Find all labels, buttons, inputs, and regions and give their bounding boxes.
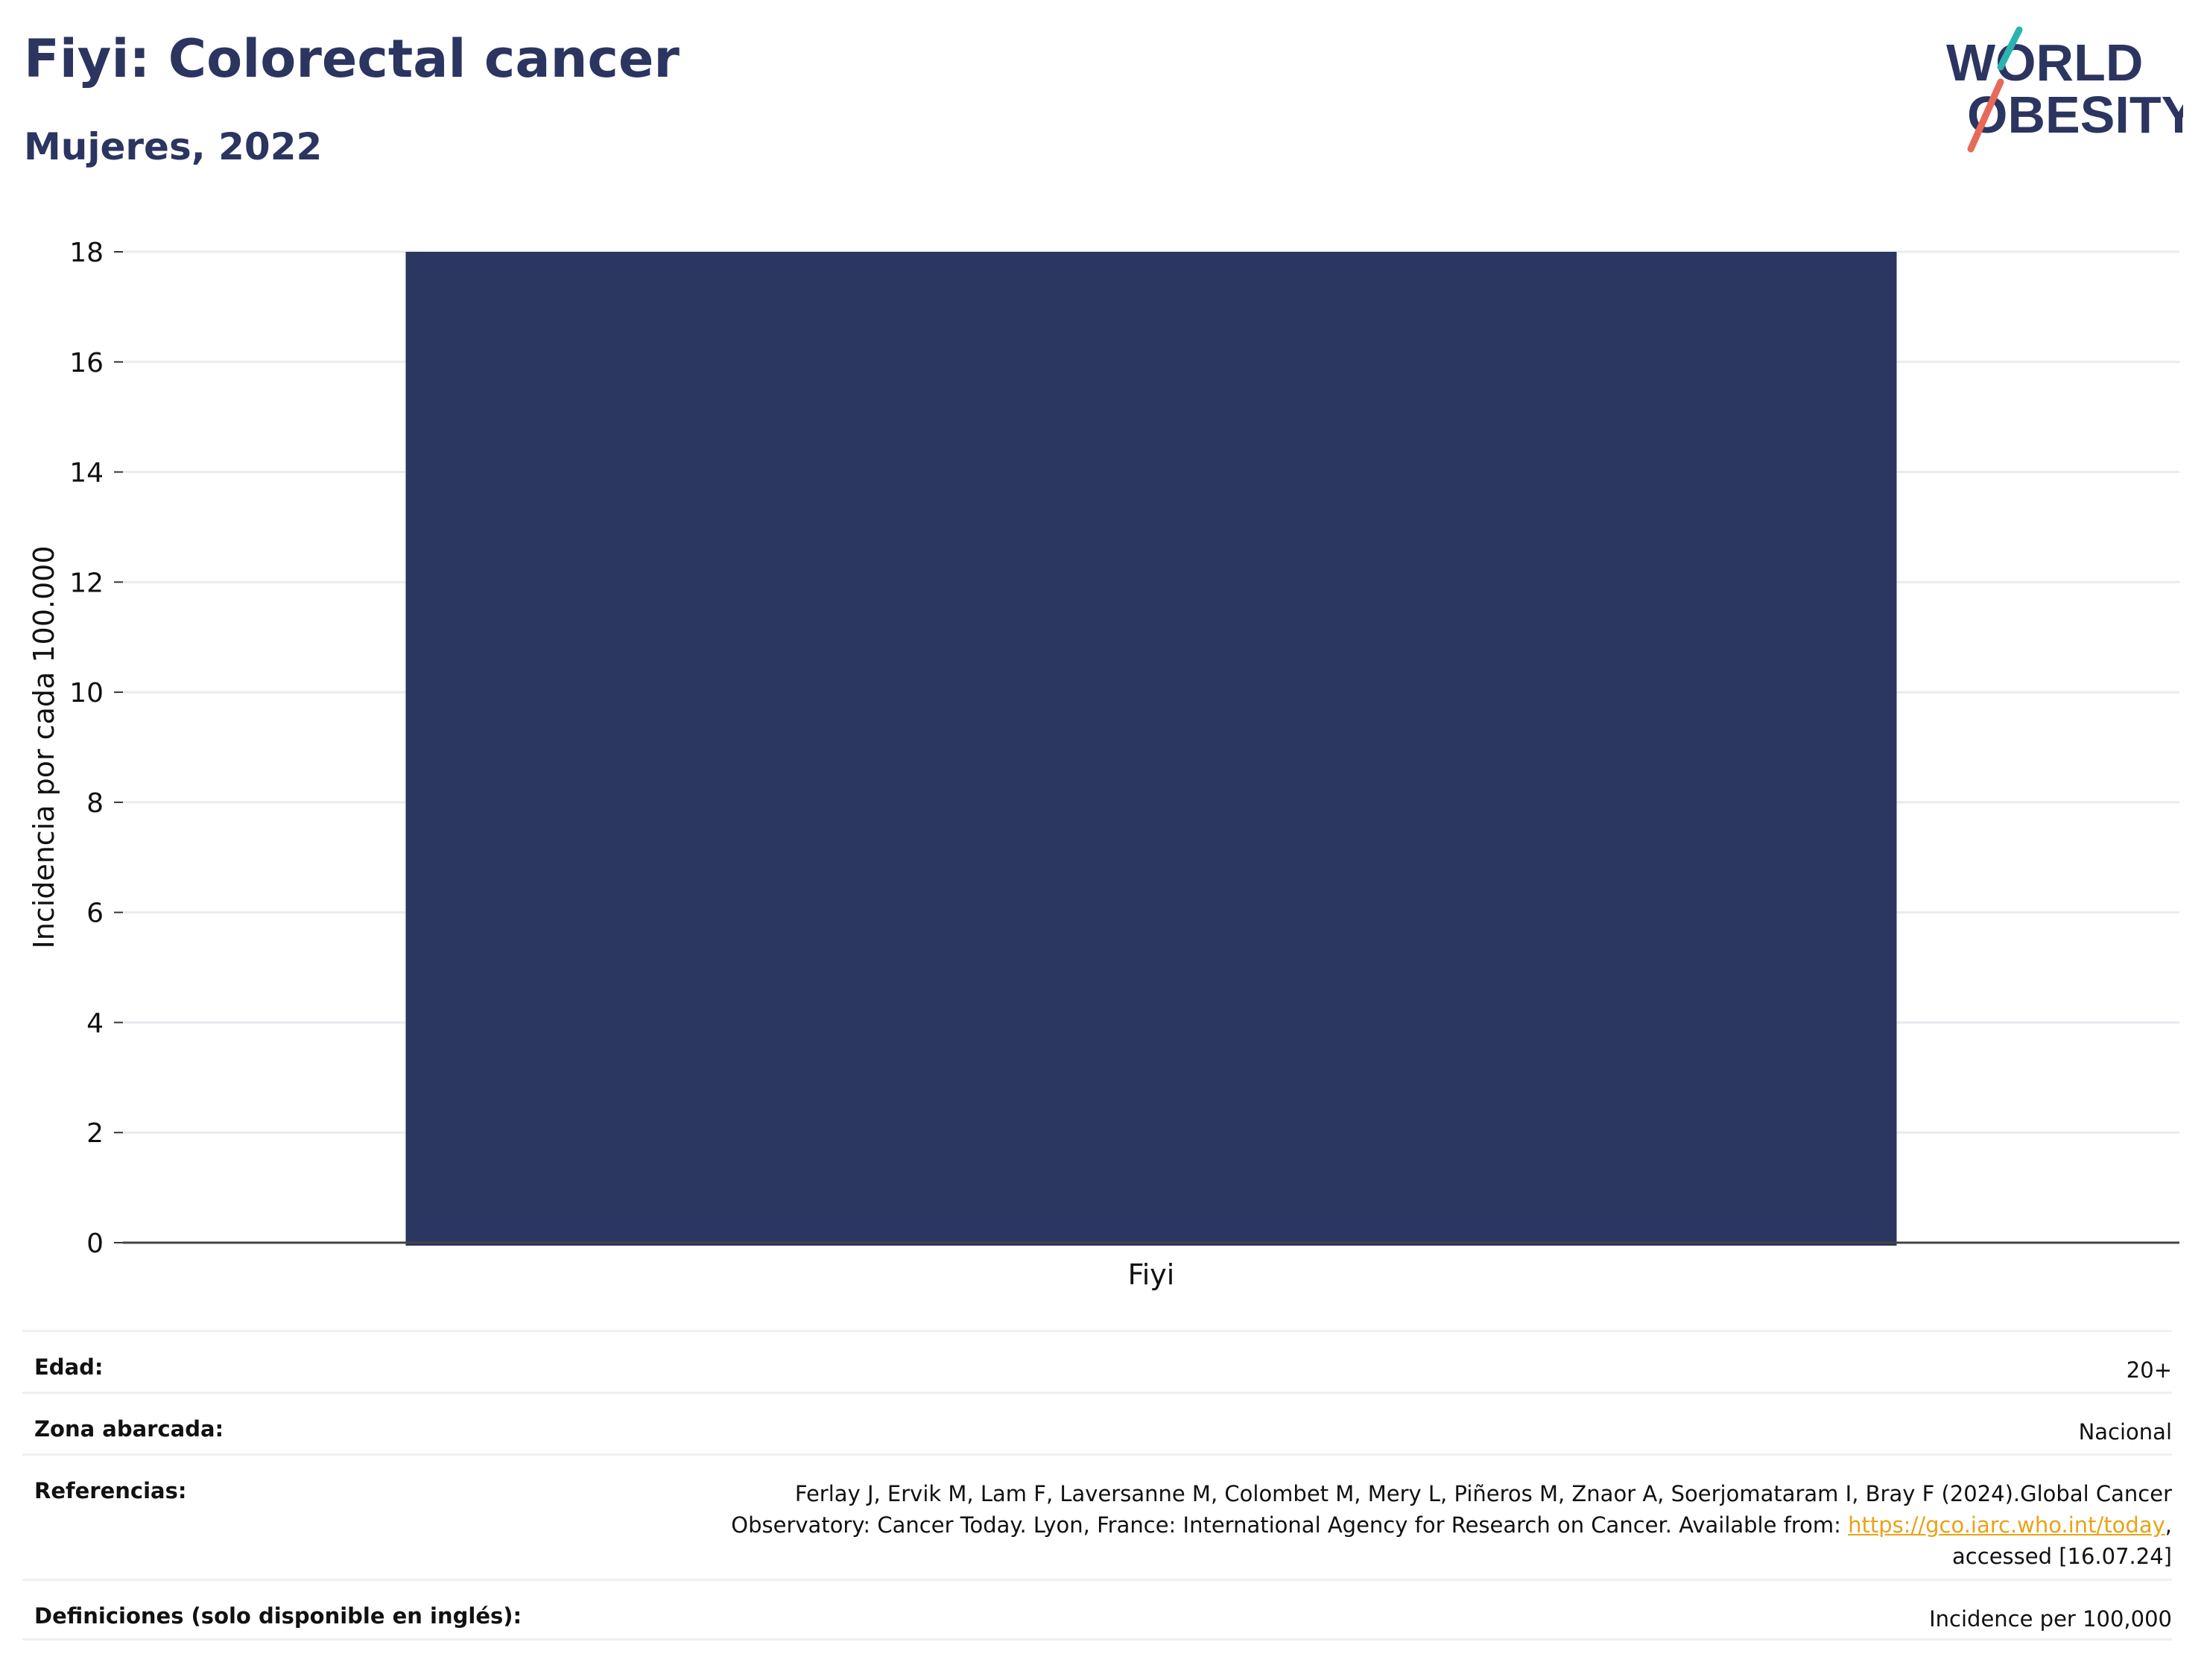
- bar-chart: 0 2 4 6 8 10 12 14 16 18 Fiyi Incidencia por cada…: [28, 238, 2179, 1291]
- y-tick-label: 4: [86, 1008, 104, 1039]
- bar[interactable]: [405, 252, 1897, 1246]
- y-tick-label: 8: [86, 788, 104, 819]
- meta-label-area: Zona abarcada:: [34, 1416, 224, 1442]
- meta-row-area: Zona abarcada: Nacional: [22, 1392, 2172, 1454]
- y-tick-label: 6: [86, 898, 104, 929]
- meta-label-definitions: Definiciones (solo disponible en inglés)…: [34, 1603, 522, 1629]
- meta-row-definitions: Definiciones (solo disponible en inglés)…: [22, 1579, 2172, 1641]
- logo-line1: WORLD: [1946, 34, 2143, 92]
- reference-link[interactable]: https://gco.iarc.who.int/today: [1848, 1512, 2165, 1538]
- x-tick-label: Fiyi: [1128, 1258, 1175, 1291]
- meta-label-age: Edad:: [34, 1354, 104, 1380]
- y-tick-label: 12: [69, 568, 104, 598]
- reference-line-1: Ferlay J, Ervik M, Lam F, Laversanne M, …: [794, 1481, 2172, 1506]
- y-tick-label: 10: [69, 678, 104, 709]
- meta-value-references: Ferlay J, Ervik M, Lam F, Laversanne M, …: [731, 1478, 2172, 1572]
- meta-value-definitions: Incidence per 100,000: [1929, 1606, 2172, 1632]
- y-tick-label: 0: [86, 1229, 104, 1259]
- meta-value-area: Nacional: [2078, 1419, 2172, 1445]
- page-subtitle: Mujeres, 2022: [24, 125, 323, 168]
- reference-line-2: Observatory: Cancer Today. Lyon, France:…: [731, 1512, 1849, 1538]
- reference-line-2-end: ,: [2165, 1512, 2172, 1538]
- y-tick-label: 14: [69, 458, 104, 489]
- logo-line2: OBESITY: [1967, 86, 2183, 144]
- meta-row-age: Edad: 20+: [22, 1330, 2172, 1392]
- page-title: Fiyi: Colorectal cancer: [24, 28, 680, 89]
- world-obesity-logo: WORLD OBESITY: [1946, 26, 2183, 153]
- y-axis-label: Incidencia por cada 100.000: [28, 545, 60, 948]
- meta-value-age: 20+: [2126, 1357, 2172, 1383]
- y-tick-label: 2: [86, 1118, 104, 1149]
- y-tick-label: 18: [69, 238, 104, 268]
- meta-label-references: Referencias:: [34, 1478, 187, 1503]
- y-axis-ticks: 0 2 4 6 8 10 12 14 16 18: [69, 238, 123, 1259]
- logo-slash-top: [1997, 26, 2023, 71]
- y-tick-label: 16: [69, 348, 104, 378]
- x-axis-ticks: Fiyi: [1128, 1258, 1175, 1291]
- metadata-table: Edad: 20+ Zona abarcada: Nacional Refere…: [22, 1330, 2172, 1641]
- meta-row-references: Referencias: Ferlay J, Ervik M, Lam F, L…: [22, 1454, 2172, 1579]
- bars: [405, 252, 1897, 1246]
- reference-line-3: accessed [16.07.24]: [1952, 1544, 2172, 1569]
- logo-slash-bottom: [1967, 78, 2004, 153]
